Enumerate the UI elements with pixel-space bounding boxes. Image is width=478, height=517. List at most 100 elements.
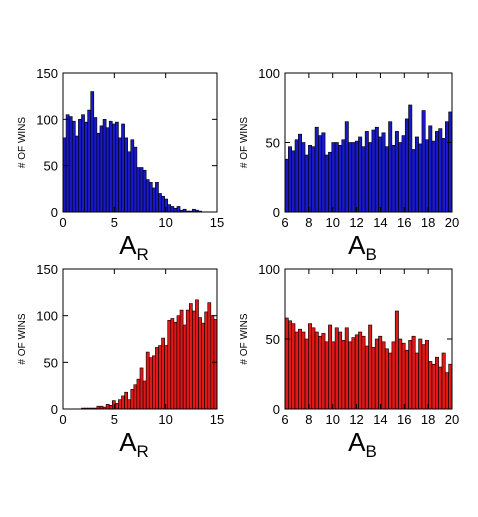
x-tick-label: 10 [325,412,339,427]
bar [384,146,389,213]
bar [304,154,309,213]
bar [331,142,336,213]
bar [341,340,346,410]
bar [179,309,184,410]
bar [198,317,202,410]
bar [404,349,409,410]
y-tick-label: 50 [266,136,280,151]
x-axis-label: AB [348,230,377,264]
bar [284,158,289,213]
bar [136,378,141,410]
x-tick-label: 8 [305,215,312,230]
bar [145,351,150,410]
bar [161,337,165,410]
bar [358,331,363,410]
x-tick-label: 14 [373,215,387,230]
bar [311,327,316,410]
bar [354,140,359,213]
bar [331,341,336,410]
y-tick-label: 100 [36,112,58,127]
bar [344,121,349,213]
bar [207,302,212,410]
bar [334,142,339,213]
bar [334,327,339,410]
bar [358,136,363,213]
bar [411,335,416,410]
bar [201,322,205,410]
x-tick-label: 12 [349,215,363,230]
x-tick-label: 5 [111,412,118,427]
bar [408,104,413,213]
y-tick-label: 100 [36,309,58,324]
bar [167,320,172,410]
bar [441,352,446,410]
y-axis-label: # OF WINS [239,313,250,364]
bar [404,118,409,213]
x-tick-label: 15 [210,412,224,427]
bar [378,136,383,213]
bar [127,399,132,410]
bar [99,125,104,213]
bar [294,331,299,410]
bar [148,357,153,410]
bar [87,109,92,213]
bar [185,309,190,410]
bar [96,132,101,213]
bar [84,121,88,213]
x-tick-label: 10 [158,215,172,230]
bar [304,338,309,410]
bar [321,333,326,410]
bar [301,331,306,410]
bar [324,341,329,410]
bar [321,132,326,213]
x-tick-label: 10 [325,215,339,230]
bar [136,167,141,213]
y-tick-label: 0 [51,402,58,417]
x-tick-label: 10 [158,412,172,427]
bar [121,395,125,410]
bar [78,119,82,213]
bar [384,348,389,410]
bar [142,380,147,410]
bar [414,136,419,213]
bar [105,404,110,410]
plot-frame [62,72,218,213]
bar [428,361,433,410]
bar [391,144,396,213]
bar [391,341,396,410]
bar [301,142,306,213]
bar [421,344,426,410]
bar [398,142,403,213]
plot-frame [62,268,218,410]
bar [173,207,178,213]
bar [284,317,289,410]
bar [121,123,125,213]
bar [418,338,423,410]
bar [291,323,296,410]
bar [294,139,299,213]
bar [328,324,333,410]
y-axis-label: # OF WINS [17,313,28,364]
bar [65,114,70,213]
y-tick-label: 50 [44,159,58,174]
bar [368,324,373,410]
bar [167,204,172,213]
bar [348,142,353,213]
bar [318,335,323,410]
bar [348,341,353,410]
bar [388,121,393,213]
x-tick-label: 12 [349,412,363,427]
bar [148,182,153,213]
bar [105,127,110,213]
bar [424,340,429,410]
bar [161,195,165,213]
bar [311,146,316,213]
bar [158,193,162,213]
bar [108,404,113,410]
bar [424,139,429,213]
bar [130,389,135,410]
bar [361,146,366,213]
bar [173,321,178,410]
bar [71,120,76,213]
